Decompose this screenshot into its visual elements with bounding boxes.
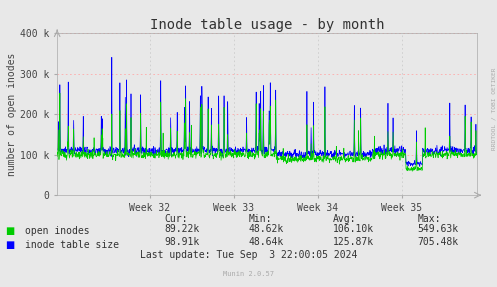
Text: Avg:: Avg: <box>333 214 356 224</box>
Text: 89.22k: 89.22k <box>164 224 199 234</box>
Text: inode table size: inode table size <box>25 240 119 250</box>
Text: 98.91k: 98.91k <box>164 236 199 247</box>
Text: ■: ■ <box>5 226 14 236</box>
Text: 106.10k: 106.10k <box>333 224 374 234</box>
Text: RRDTOOL / TOBI OETIKER: RRDTOOL / TOBI OETIKER <box>491 68 496 150</box>
Y-axis label: number of open inodes: number of open inodes <box>7 53 17 176</box>
Text: Min:: Min: <box>248 214 272 224</box>
Text: 48.62k: 48.62k <box>248 224 284 234</box>
Title: Inode table usage - by month: Inode table usage - by month <box>150 18 384 32</box>
Text: Munin 2.0.57: Munin 2.0.57 <box>223 271 274 276</box>
Text: 705.48k: 705.48k <box>417 236 459 247</box>
Text: 125.87k: 125.87k <box>333 236 374 247</box>
Text: Last update: Tue Sep  3 22:00:05 2024: Last update: Tue Sep 3 22:00:05 2024 <box>140 250 357 260</box>
Text: open inodes: open inodes <box>25 226 89 236</box>
Text: 549.63k: 549.63k <box>417 224 459 234</box>
Text: Max:: Max: <box>417 214 441 224</box>
Text: Cur:: Cur: <box>164 214 187 224</box>
Text: 48.64k: 48.64k <box>248 236 284 247</box>
Text: ■: ■ <box>5 241 14 250</box>
